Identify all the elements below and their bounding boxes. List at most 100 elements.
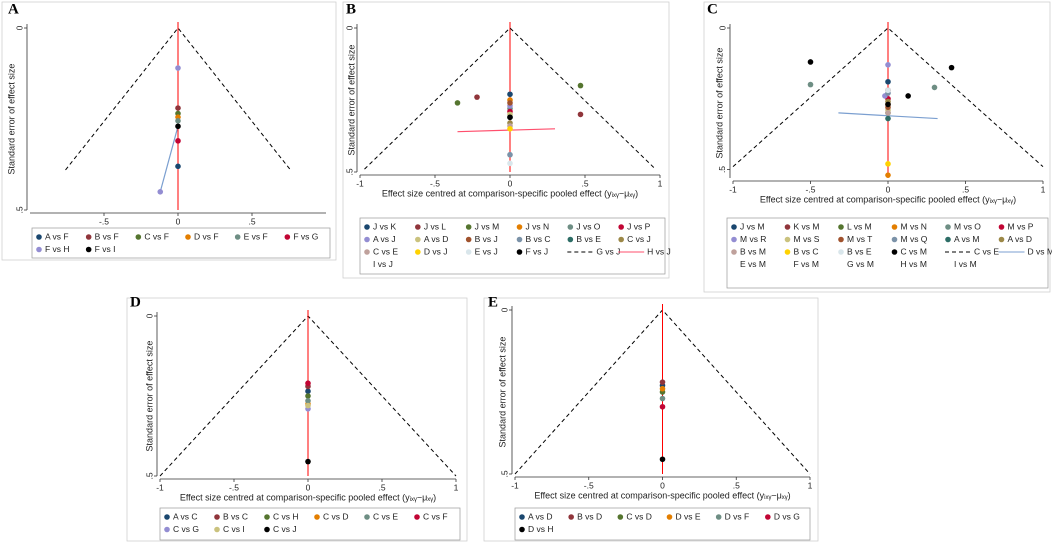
- legend-box: [159, 507, 461, 541]
- point: [807, 81, 814, 88]
- x-tick-label: .5: [581, 178, 588, 188]
- point: [157, 189, 164, 195]
- panel-label: B: [346, 1, 356, 17]
- legend-marker: [516, 224, 523, 230]
- legend-marker: [36, 246, 42, 253]
- x-tick-label: 0: [886, 184, 891, 194]
- legend-label: A vs D: [528, 511, 553, 521]
- legend-marker: [465, 224, 472, 230]
- legend-label: E vs F: [244, 231, 268, 241]
- legend-marker: [567, 224, 574, 230]
- legend-label: B vs C: [223, 511, 248, 521]
- point: [305, 402, 311, 409]
- point: [507, 100, 513, 106]
- legend-marker: [415, 249, 421, 255]
- legend-label: J vs M: [740, 221, 765, 231]
- legend-marker: [364, 236, 370, 243]
- legend-label: D vs F: [725, 511, 750, 521]
- legend-label: C vs M: [901, 246, 927, 256]
- legend-label: A vs F: [45, 231, 69, 241]
- legend-label: J vs O: [576, 221, 600, 231]
- x-tick-label: -1: [156, 482, 164, 492]
- funnel-line: [65, 27, 291, 171]
- x-tick-label: 0: [660, 480, 665, 490]
- fit-line: [838, 112, 938, 120]
- legend-label: J vs P: [627, 221, 650, 231]
- legend-label: D vs F: [194, 231, 219, 241]
- legend-marker: [364, 514, 370, 520]
- legend-label: C vs H: [273, 511, 299, 521]
- legend-label: C vs F: [144, 231, 169, 241]
- y-tick-label: 0: [14, 25, 24, 30]
- y-tick-label: .5: [717, 166, 727, 173]
- legend-label: M vs T: [847, 234, 872, 244]
- legend-label: C vs E: [373, 246, 398, 256]
- point: [305, 458, 311, 465]
- legend-label: B vs M: [740, 246, 766, 256]
- legend-marker: [838, 249, 844, 255]
- x-tick-label: 1: [454, 482, 459, 492]
- x-axis-label: Effect size centred at comparison-specif…: [382, 188, 638, 198]
- funnel-line: [732, 27, 1044, 168]
- legend-marker: [784, 236, 791, 243]
- x-tick-label: .5: [962, 184, 969, 194]
- y-tick-label: .5: [14, 206, 24, 213]
- fit-line: [457, 128, 556, 133]
- panel-frame: [703, 1, 1051, 293]
- legend-label: A vs D: [424, 234, 449, 244]
- legend-marker: [364, 249, 370, 255]
- legend-marker: [945, 236, 951, 243]
- legend-marker: [784, 224, 791, 230]
- y-tick-label: 0: [717, 25, 727, 30]
- legend-box: [726, 217, 1049, 289]
- legend-box: [514, 507, 811, 541]
- panel-frame: [1, 1, 337, 261]
- legend-label: A vs C: [173, 511, 198, 521]
- legend-label: C vs F: [423, 511, 448, 521]
- point: [659, 403, 666, 410]
- point: [885, 115, 891, 122]
- point: [175, 123, 181, 130]
- legend-marker: [164, 514, 170, 520]
- legend-marker: [314, 514, 320, 520]
- point: [905, 93, 911, 99]
- point: [931, 84, 938, 91]
- legend-label: M vs Q: [901, 234, 928, 244]
- legend-marker: [214, 514, 220, 520]
- legend-label: F vs M: [794, 259, 820, 269]
- legend-label: M vs N: [901, 221, 927, 231]
- legend-marker: [516, 249, 523, 255]
- legend-marker: [891, 224, 898, 230]
- x-tick-label: -.5: [430, 178, 440, 188]
- legend-marker: [998, 236, 1005, 243]
- legend-marker: [617, 514, 624, 520]
- legend-label: F vs I: [95, 244, 116, 254]
- legend-marker: [284, 234, 291, 240]
- y-axis-label: Standard error of effect size: [346, 45, 356, 156]
- legend-label: J vs N: [526, 221, 550, 231]
- x-tick-label: 0: [176, 216, 181, 226]
- funnel-line: [364, 27, 656, 170]
- legend-marker: [519, 514, 525, 520]
- y-axis-label: Standard error of effect size: [497, 337, 507, 448]
- legend-marker: [364, 224, 370, 230]
- point: [305, 398, 311, 404]
- legend-label: A vs J: [373, 234, 396, 244]
- point: [175, 65, 181, 71]
- legend-label: B vs C: [794, 246, 819, 256]
- point: [885, 87, 891, 94]
- y-tick-label: .5: [144, 472, 154, 479]
- legend-box: [359, 217, 666, 275]
- legend-label: H vs M: [901, 259, 927, 269]
- legend-label: E vs M: [740, 259, 766, 269]
- x-tick-label: -.5: [584, 480, 594, 490]
- legend-marker: [516, 236, 523, 243]
- point: [885, 78, 891, 85]
- y-axis-label: Standard error of effect size: [144, 341, 154, 452]
- legend-label: I vs J: [373, 259, 393, 269]
- panel-label: A: [8, 1, 19, 17]
- legend-label: C vs J: [273, 524, 297, 534]
- legend-marker: [164, 526, 170, 533]
